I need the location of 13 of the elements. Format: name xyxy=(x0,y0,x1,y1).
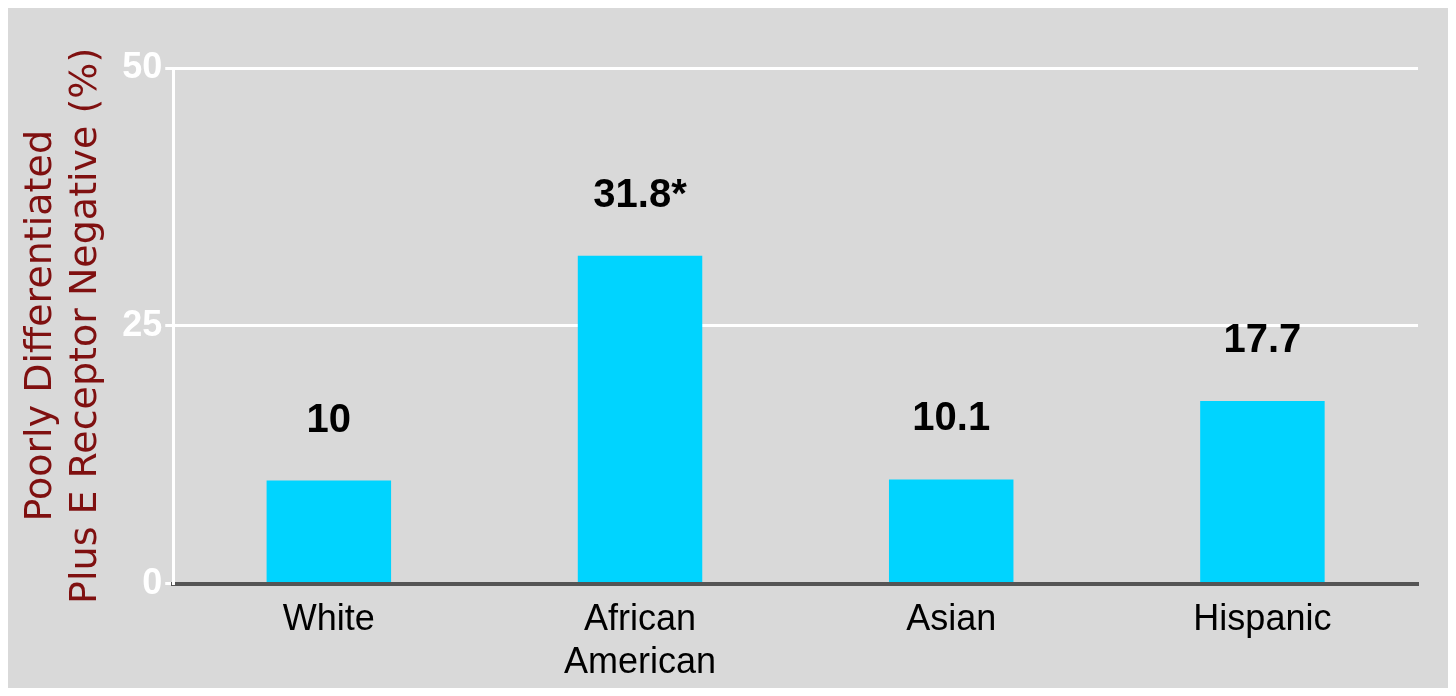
bar xyxy=(1200,401,1325,583)
bar xyxy=(888,479,1014,583)
data-label: 17.7 xyxy=(1223,316,1302,361)
bar xyxy=(577,255,703,583)
bar xyxy=(266,480,392,583)
data-label: 10 xyxy=(306,395,352,440)
data-label: 31.8* xyxy=(593,170,688,215)
x-tick-label: White xyxy=(282,597,375,639)
data-label: 10.1 xyxy=(912,394,991,439)
x-tick-label: Hispanic xyxy=(1193,597,1332,639)
y-axis-title: Poorly Differentiated Plus E Receptor Negative (%) xyxy=(15,47,106,604)
x-tick-label: African American xyxy=(564,597,717,682)
x-tick-label: Asian xyxy=(906,597,997,639)
